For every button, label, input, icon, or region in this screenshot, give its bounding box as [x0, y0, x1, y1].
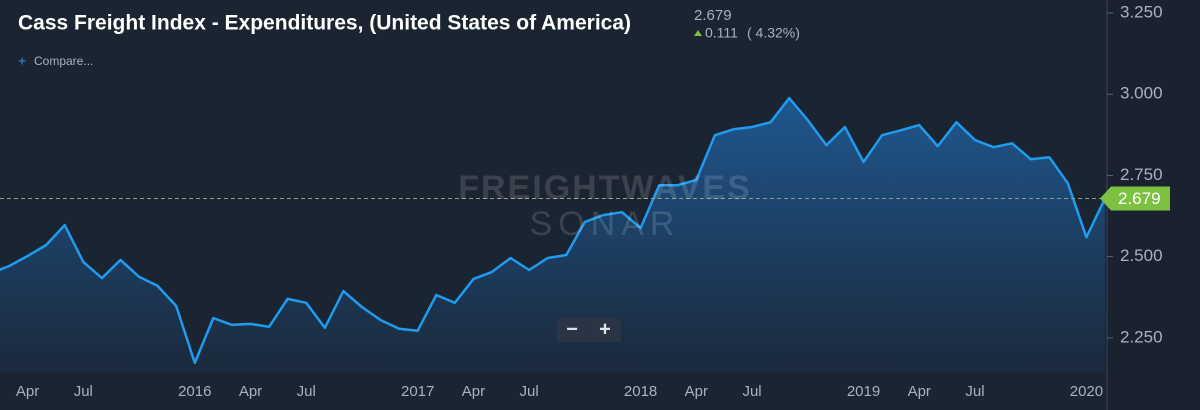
x-tick-label: 2016: [178, 383, 211, 400]
x-tick-label: Jul: [74, 383, 93, 400]
zoom-controls: − +: [557, 318, 621, 342]
watermark: FREIGHTWAVES SONAR: [458, 169, 752, 243]
y-tick-label: 3.000: [1120, 84, 1163, 103]
x-tick-label: 2019: [847, 383, 880, 400]
x-tick-label: Apr: [239, 383, 262, 400]
y-tick-label: 2.500: [1120, 246, 1163, 265]
compare-plus: +: [18, 53, 26, 69]
x-tick-label: Apr: [16, 383, 39, 400]
y-tick-label: 2.250: [1120, 327, 1163, 346]
zoom-out[interactable]: −: [566, 318, 578, 340]
plot-area: [0, 96, 1107, 372]
watermark-text: SONAR: [530, 205, 681, 243]
zoom-in[interactable]: +: [599, 318, 611, 340]
x-tick-label: 2020: [1070, 383, 1103, 400]
up-arrow: [694, 30, 702, 36]
x-tick-label: 2017: [401, 383, 434, 400]
change-percent: ( 4.32%): [747, 25, 800, 41]
compare-label[interactable]: Compare...: [34, 54, 93, 68]
last-value: 2.679: [694, 7, 732, 24]
y-tick-label: 3.250: [1120, 2, 1163, 21]
x-tick-label: Jul: [297, 383, 316, 400]
price-tag: [1100, 186, 1170, 211]
x-tick-label: Jul: [742, 383, 761, 400]
watermark-text: FREIGHTWAVES: [458, 169, 752, 207]
zoom-panel: [557, 318, 621, 342]
area: [0, 98, 1105, 372]
change-value: 0.111: [705, 25, 738, 41]
x-tick-label: Apr: [685, 383, 708, 400]
x-tick-label: Jul: [965, 383, 984, 400]
x-tick-label: Apr: [908, 383, 931, 400]
price-tag-label: 2.679: [1118, 189, 1161, 208]
chart-title: Cass Freight Index - Expenditures, (Unit…: [18, 12, 631, 35]
line: [0, 96, 1107, 365]
compare-button[interactable]: + Compare...: [18, 53, 93, 69]
x-tick-label: Apr: [462, 383, 485, 400]
x-tick-label: 2018: [624, 383, 657, 400]
y-tick-label: 2.750: [1120, 165, 1163, 184]
x-tick-label: Jul: [520, 383, 539, 400]
